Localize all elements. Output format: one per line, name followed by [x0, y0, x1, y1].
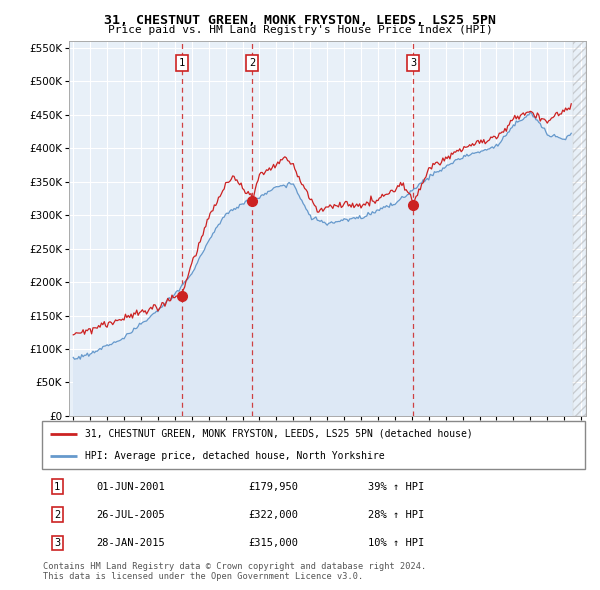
Text: 01-JUN-2001: 01-JUN-2001: [97, 481, 165, 491]
Text: 10% ↑ HPI: 10% ↑ HPI: [368, 538, 424, 548]
Text: 26-JUL-2005: 26-JUL-2005: [97, 510, 165, 520]
Text: £315,000: £315,000: [248, 538, 298, 548]
Text: 1: 1: [179, 58, 185, 68]
Text: 3: 3: [410, 58, 416, 68]
Text: 2: 2: [54, 510, 61, 520]
Text: 28% ↑ HPI: 28% ↑ HPI: [368, 510, 424, 520]
Text: Contains HM Land Registry data © Crown copyright and database right 2024.
This d: Contains HM Land Registry data © Crown c…: [43, 562, 427, 581]
Text: 39% ↑ HPI: 39% ↑ HPI: [368, 481, 424, 491]
Text: 31, CHESTNUT GREEN, MONK FRYSTON, LEEDS, LS25 5PN: 31, CHESTNUT GREEN, MONK FRYSTON, LEEDS,…: [104, 14, 496, 27]
Text: HPI: Average price, detached house, North Yorkshire: HPI: Average price, detached house, Nort…: [85, 451, 385, 461]
Text: 2: 2: [249, 58, 255, 68]
Text: 3: 3: [54, 538, 61, 548]
Text: Price paid vs. HM Land Registry's House Price Index (HPI): Price paid vs. HM Land Registry's House …: [107, 25, 493, 35]
Text: 31, CHESTNUT GREEN, MONK FRYSTON, LEEDS, LS25 5PN (detached house): 31, CHESTNUT GREEN, MONK FRYSTON, LEEDS,…: [85, 429, 473, 439]
Text: £322,000: £322,000: [248, 510, 298, 520]
Text: 1: 1: [54, 481, 61, 491]
Text: £179,950: £179,950: [248, 481, 298, 491]
Text: 28-JAN-2015: 28-JAN-2015: [97, 538, 165, 548]
